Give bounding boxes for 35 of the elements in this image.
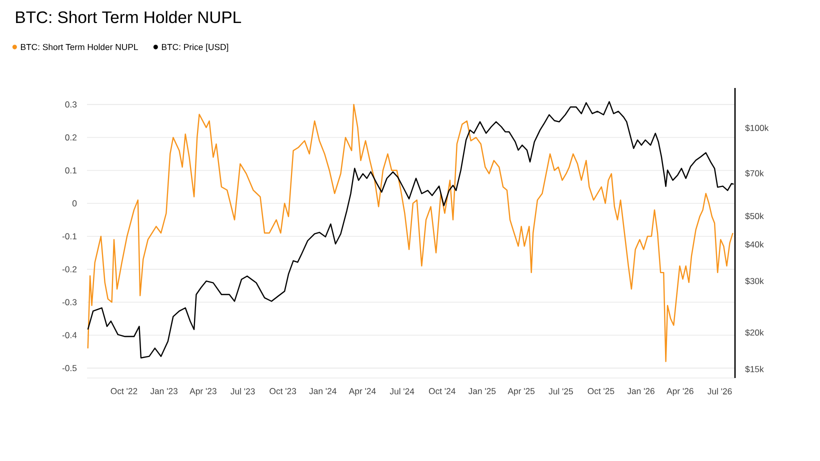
y2-tick-label: $40k (745, 241, 764, 248)
x-tick-label: Oct '22 (110, 388, 138, 394)
x-tick-label: Oct '25 (588, 388, 614, 394)
x-tick-label: Apr '25 (508, 388, 535, 396)
chart-title: BTC: Short Term Holder NUPL (16, 10, 242, 24)
x-tick-label: Apr '26 (666, 388, 694, 396)
y2-tick-label: $20k (745, 329, 764, 336)
x-tick-label: Jan '26 (627, 388, 654, 394)
y-tick-label: -0.1 (62, 233, 77, 240)
y2-tick-label: $15k (745, 366, 764, 373)
x-tick-label: Jan '25 (468, 388, 496, 394)
legend-label: BTC: Price [USD] (162, 44, 228, 52)
x-tick-label: Jul '23 (230, 388, 255, 394)
y-tick-label: -0.2 (62, 266, 77, 272)
y-tick-label: 0.2 (65, 134, 77, 141)
y2-tick-label: $30k (745, 278, 764, 285)
x-tick-label: Apr '23 (190, 388, 216, 396)
x-tick-label: Jan '23 (150, 388, 178, 394)
x-tick-label: Jul '25 (548, 388, 573, 394)
x-tick-label: Oct '23 (270, 388, 296, 394)
y-tick-label: 0.1 (65, 167, 77, 174)
y-tick-label: 0.3 (65, 101, 77, 108)
x-tick-label: Jan '24 (309, 388, 336, 394)
x-tick-label: Jul '26 (708, 388, 732, 394)
y-tick-label: -0.4 (62, 332, 77, 338)
y-tick-label: 0 (72, 200, 77, 206)
y-tick-label: -0.3 (62, 299, 77, 306)
x-tick-label: Apr '24 (348, 388, 376, 396)
x-tick-label: Oct '24 (428, 388, 456, 394)
x-tick-label: Jul '24 (390, 388, 414, 394)
legend-label: BTC: Short Term Holder NUPL (20, 44, 138, 50)
y-tick-label: -0.5 (62, 365, 77, 372)
y2-tick-label: $100k (745, 124, 769, 132)
y2-tick-label: $70k (745, 170, 764, 177)
y2-tick-label: $50k (745, 212, 764, 220)
